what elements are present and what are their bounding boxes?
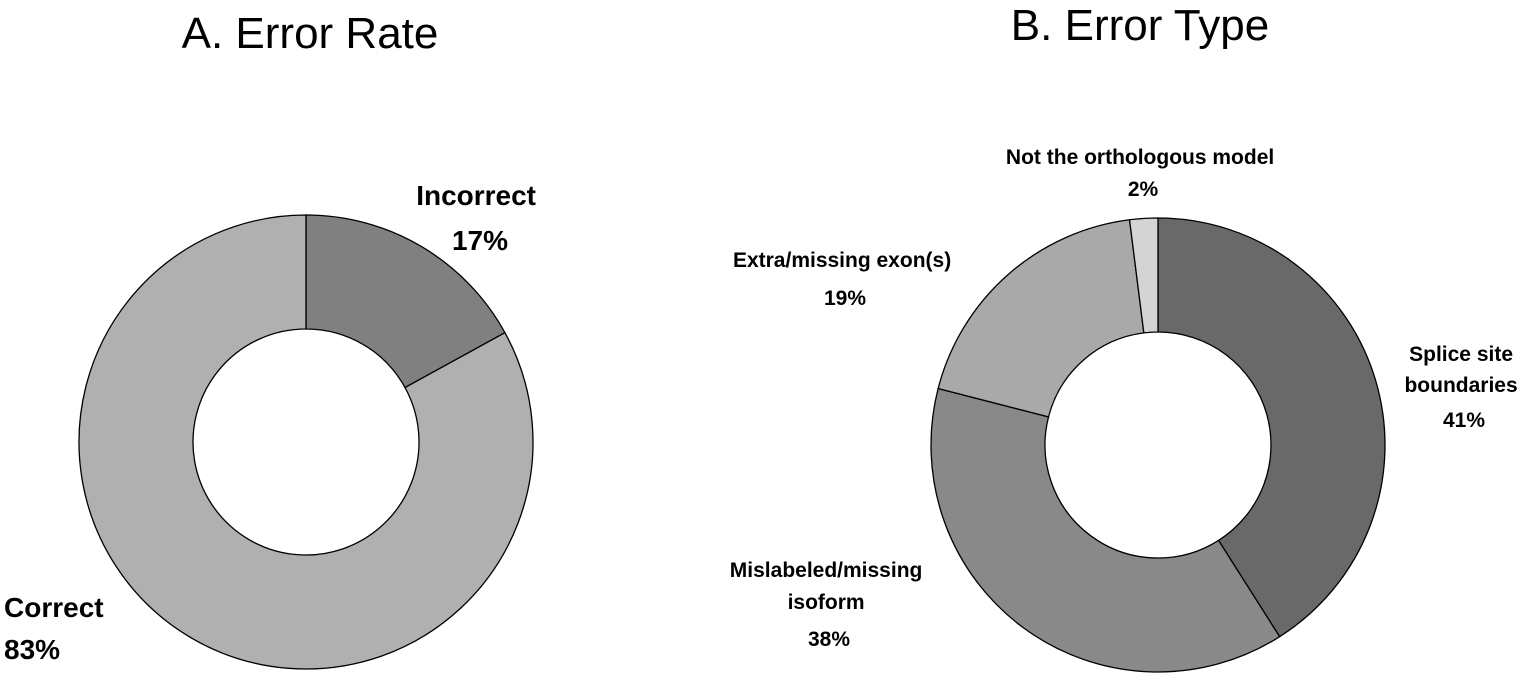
chart-a-label-incorrect: Incorrect 17% xyxy=(416,180,544,256)
chart-a-label-correct: Correct 83% xyxy=(4,592,111,665)
chart-a-slices xyxy=(78,214,534,670)
chart-b-label-mislabeled: Mislabeled/missing isoform 38% xyxy=(730,559,928,651)
chart-b-label-not-orthologous: Not the orthologous model 2% xyxy=(1006,146,1280,201)
chart-b-title: B. Error Type xyxy=(1011,1,1269,50)
chart-a-label-correct-name: Correct xyxy=(4,592,104,623)
chart-b-slice-not-the-orthologous-model xyxy=(1128,217,1159,334)
chart-b-label-extra-missing-exon: Extra/missing exon(s) 19% xyxy=(733,249,957,310)
chart-b-label-splice-site: Splice site boundaries 41% xyxy=(1404,343,1523,432)
chart-a-title: A. Error Rate xyxy=(182,9,439,58)
chart-b-label-not-orthologous-name: Not the orthologous model xyxy=(1006,146,1274,169)
chart-b-label-extra-missing-exon-name: Extra/missing exon(s) xyxy=(733,249,951,272)
chart-b-label-mislabeled-line2: isoform xyxy=(788,591,865,614)
chart-b-slices xyxy=(930,217,1386,673)
chart-b-label-splice-site-line1: Splice site xyxy=(1409,343,1513,366)
chart-b-slice-mislabeled-missing-isoform xyxy=(930,387,1281,673)
chart-a-label-correct-percent: 83% xyxy=(4,634,60,665)
chart-b-slice-splice-site-boundaries xyxy=(1157,217,1386,638)
chart-b-label-extra-missing-exon-percent: 19% xyxy=(824,287,866,310)
chart-b-label-mislabeled-percent: 38% xyxy=(808,628,850,651)
chart-a-slice-correct xyxy=(78,214,534,670)
chart-a-label-incorrect-name: Incorrect xyxy=(416,180,536,211)
chart-b-label-splice-site-percent: 41% xyxy=(1443,409,1485,432)
chart-b-label-splice-site-line2: boundaries xyxy=(1404,374,1517,397)
chart-b: B. Error Type Not the orthologous model … xyxy=(730,1,1523,673)
chart-a-slice-incorrect xyxy=(305,214,506,389)
chart-a: A. Error Rate Incorrect 17% Correct 83% xyxy=(4,9,544,670)
chart-b-slice-extra-missing-exon-s xyxy=(937,219,1145,418)
chart-a-label-incorrect-percent: 17% xyxy=(452,225,508,256)
chart-b-label-not-orthologous-percent: 2% xyxy=(1128,178,1159,201)
chart-b-label-mislabeled-line1: Mislabeled/missing xyxy=(730,559,923,582)
